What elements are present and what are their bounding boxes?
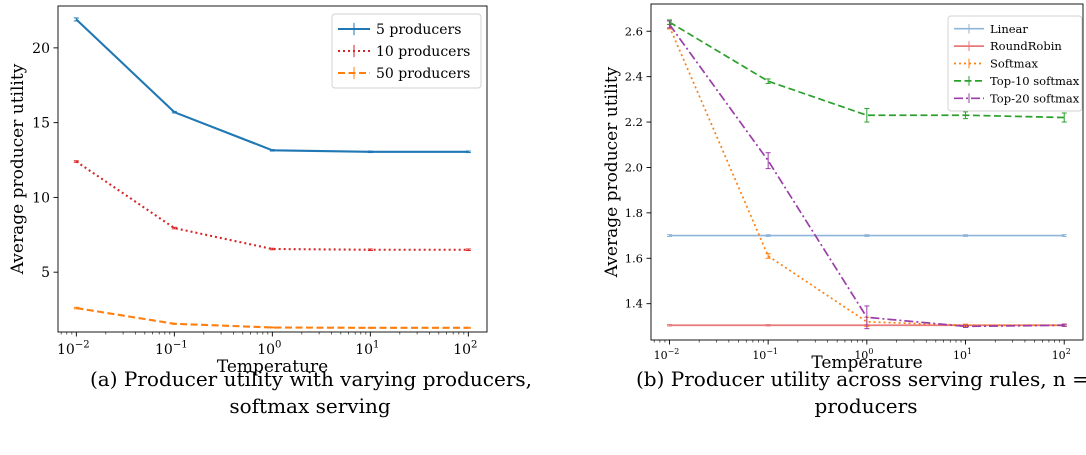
caption-b: (b) Producer utility across serving rule… [636,366,1086,420]
x-tick-base: 10 [155,342,173,358]
x-axis-label: Temperature [811,353,922,373]
x-tick-exponent: −2 [75,340,90,351]
y-tick-label: 1.8 [625,206,643,220]
x-tick-base: 10 [355,342,373,358]
y-tick-label: 10 [32,190,50,206]
x-tick-label: 10−1 [155,340,188,358]
caption-b-line-2: producers [814,394,918,418]
series-line-softmax [668,26,1065,327]
x-tick-exponent: 1 [373,340,379,351]
legend-label: 50 producers [376,66,470,82]
x-tick-base: 10 [854,349,868,362]
y-tick-label: 2.4 [625,70,643,84]
x-tick-base: 10 [257,342,275,358]
legend: Linear RoundRobin Softmax Top-10 softmax Top… [947,15,1083,112]
caption-a: (a) Producer utility with varying produc… [90,366,533,420]
y-tick-label: 20 [32,41,50,57]
series-line-50-producers [76,307,469,329]
y-axis-label: Average producer utility [8,63,28,275]
series-line-10-producers [75,160,469,251]
y-tick-label: 2.0 [625,160,643,174]
y-tick-label: 5 [41,265,50,281]
x-tick-label: 102 [1052,347,1071,362]
x-tick-exponent: −2 [668,347,680,356]
x-tick-base: 10 [453,342,471,358]
x-tick-exponent: 0 [868,347,873,356]
legend-label: Linear [990,22,1028,36]
legend-frame [947,15,1083,112]
x-tick-exponent: 2 [471,340,477,351]
x-tick-base: 10 [953,349,967,362]
legend: 5 producers 10 producers 50 producers [331,13,482,89]
x-tick-base: 10 [1052,349,1066,362]
y-axis-label: Average producer utility [602,66,622,278]
legend-label: Top-20 softmax [990,91,1080,105]
series-line-top-10-softmax [669,21,1065,119]
x-tick-label: 100 [854,347,873,362]
caption-a-line-1: (a) Producer utility with varying produc… [90,367,533,391]
x-tick-label: 10−2 [654,347,680,362]
y-tick-label: 2.6 [625,24,643,38]
caption-a-line-2: softmax serving [229,394,391,418]
y-tick-label: 15 [32,116,50,132]
x-tick-base: 10 [752,349,766,362]
x-tick-exponent: 2 [1066,347,1071,356]
x-tick-exponent: −1 [766,347,778,356]
x-axis-label: Temperature [217,357,328,377]
x-tick-label: 101 [355,340,379,358]
x-tick-exponent: 1 [967,347,972,356]
legend-frame [331,13,482,89]
x-tick-label: 101 [953,347,972,362]
y-tick-label: 2.2 [625,115,643,129]
x-tick-base: 10 [57,342,75,358]
legend-label: RoundRobin [990,39,1062,53]
x-tick-exponent: 0 [275,340,281,351]
caption-b-line-1: (b) Producer utility across serving rule… [636,367,1086,391]
x-tick-label: 102 [453,340,477,358]
legend-label: 5 producers [376,22,461,38]
chart-b-producer-utility-by-serving-rule: 10−2 10−1 100 101 1021.41.61.82.02.22.42.6Te… [602,3,1084,373]
x-tick-label: 10−2 [57,340,90,358]
legend-label: Softmax [990,57,1038,71]
x-tick-label: 10−1 [752,347,778,362]
legend-label: 10 producers [376,44,470,60]
x-tick-base: 10 [654,349,668,362]
y-tick-label: 1.6 [625,251,643,265]
legend-label: Top-10 softmax [990,74,1080,88]
y-tick-label: 1.4 [625,297,643,311]
x-tick-label: 100 [257,340,281,358]
x-tick-exponent: −1 [173,340,188,351]
chart-a-producer-utility-by-producers: 10−2 10−1 100 101 1025101520TemperatureAvera… [8,5,488,377]
